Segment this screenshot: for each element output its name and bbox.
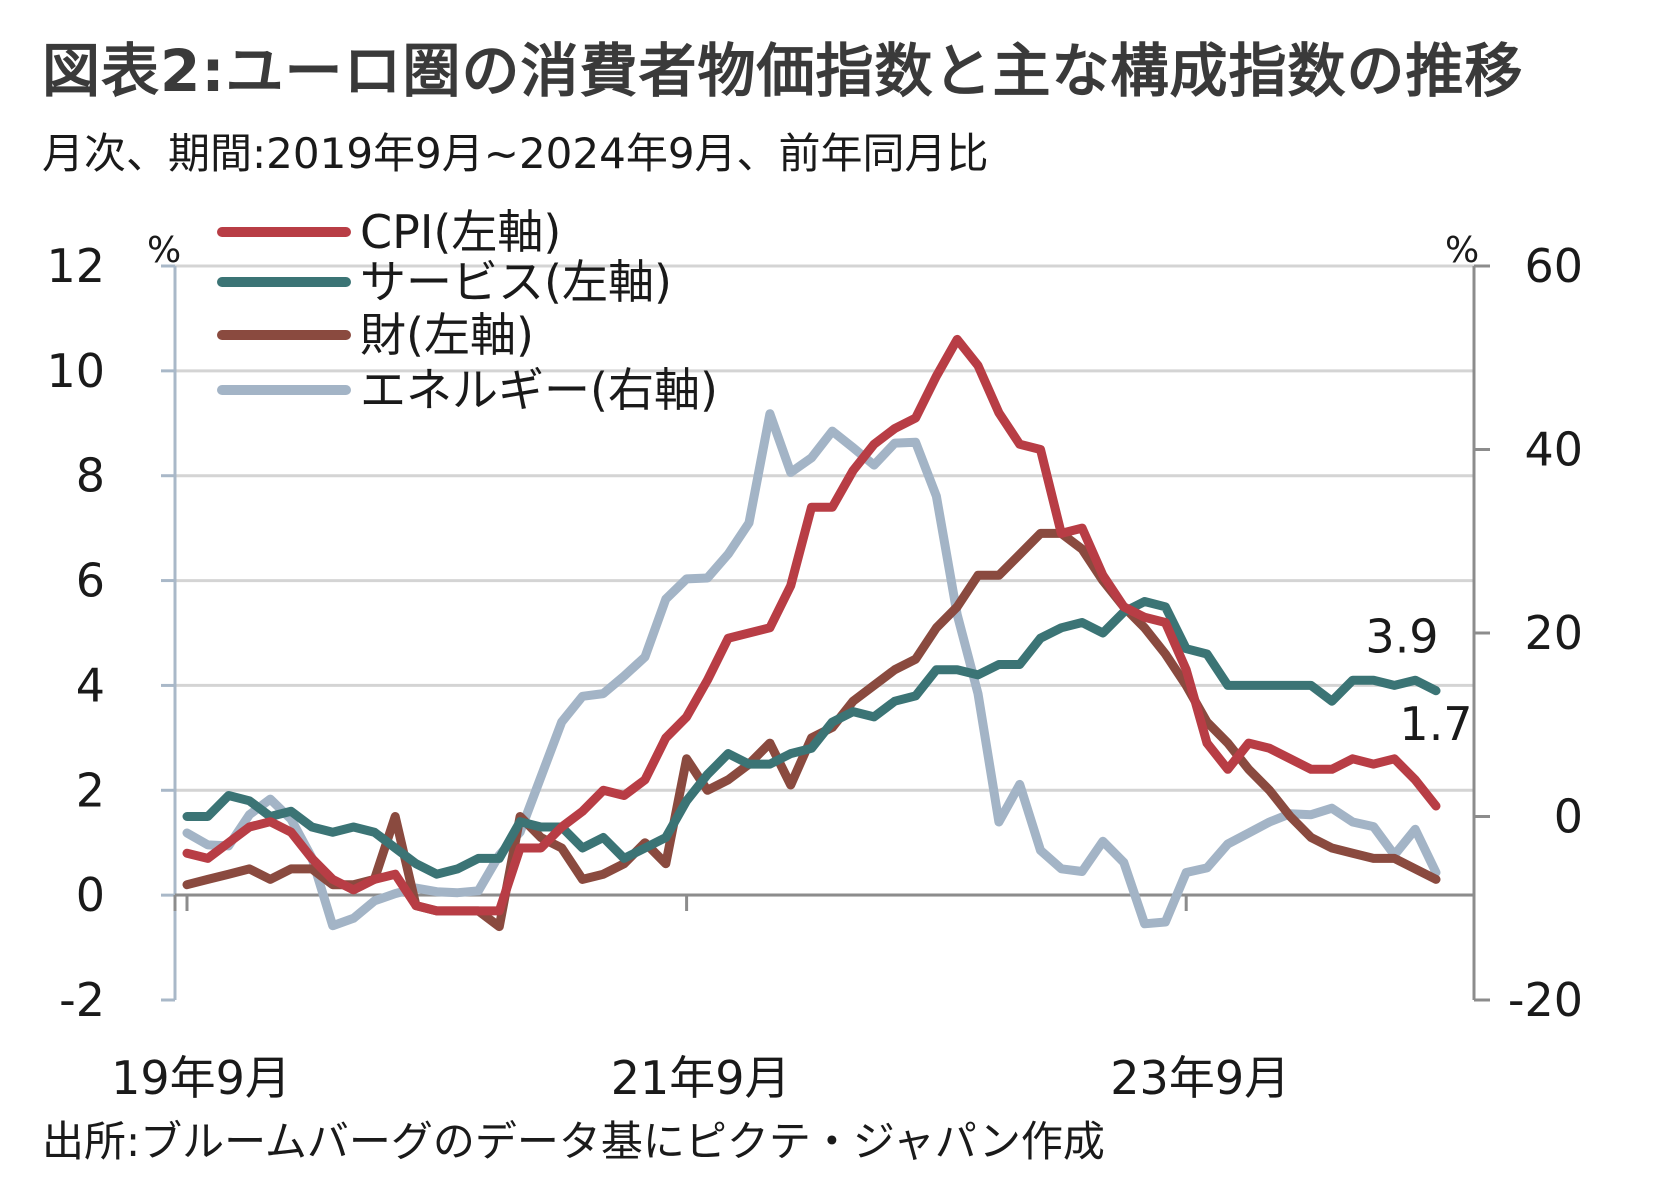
right-tick-label: 20 [1524, 606, 1583, 660]
series-line [182, 409, 1441, 931]
left-tick-label: 12 [46, 239, 105, 293]
left-axis-unit: % [147, 230, 181, 271]
legend: CPI(左軸)サービス(左軸)財(左軸)エネルギー(右軸) [217, 205, 718, 417]
left-tick-label: 2 [76, 763, 105, 817]
x-tick-label: 23年9月 [1110, 1051, 1290, 1105]
end-value-annotations: 3.9 1.7 [1365, 610, 1472, 751]
end-value-label: 1.7 [1399, 697, 1472, 751]
left-tick-label: 0 [76, 868, 105, 922]
left-tick-label: -2 [59, 973, 105, 1027]
left-tick-label: 6 [76, 554, 105, 608]
tick-marks [161, 264, 1490, 1002]
source-note: 出所:ブルームバーグのデータ基にピクテ・ジャパン作成 [42, 1117, 1105, 1166]
series-line [182, 597, 1441, 879]
right-tick-label: 0 [1554, 790, 1583, 844]
right-tick-label: 60 [1524, 239, 1583, 293]
end-value-label: 3.9 [1365, 610, 1438, 664]
x-tick-label: 21年9月 [611, 1051, 791, 1105]
right-axis-unit: % [1445, 230, 1479, 271]
series-line [182, 334, 1441, 916]
page-subtitle: 月次、期間:2019年9月~2024年9月、前年同月比 [42, 129, 989, 178]
left-tick-label: 10 [46, 344, 105, 398]
legend-label: CPI(左軸) [360, 205, 561, 259]
left-tick-label: 4 [76, 658, 105, 712]
legend-label: サービス(左軸) [360, 255, 672, 309]
right-tick-label: 40 [1524, 423, 1583, 477]
right-tick-label: -20 [1508, 973, 1583, 1027]
legend-label: 財(左軸) [360, 308, 534, 362]
page-title: 図表2:ユーロ圏の消費者物価指数と主な構成指数の推移 [42, 37, 1524, 105]
x-tick-label: 19年9月 [111, 1051, 291, 1105]
legend-label: エネルギー(右軸) [360, 363, 718, 417]
left-tick-label: 8 [76, 449, 105, 503]
series-line [182, 528, 1441, 932]
series-lines [182, 334, 1441, 932]
